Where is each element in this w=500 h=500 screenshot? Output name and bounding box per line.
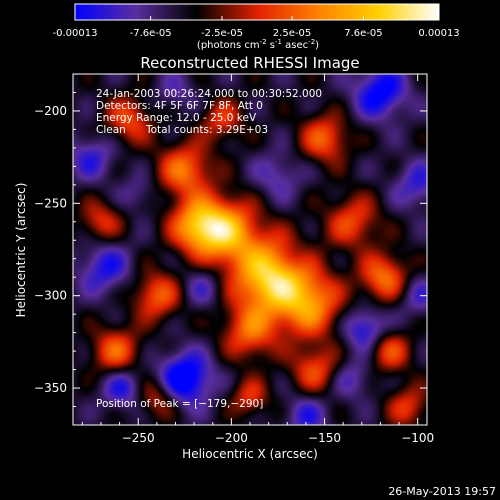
- colorbar-tick-label: -0.00013: [53, 28, 98, 39]
- y-axis-label: Heliocentric Y (arcsec): [14, 183, 28, 318]
- colorbar-tick-label: 7.6e-05: [344, 28, 382, 39]
- colorbar-tick-label: 2.5e-05: [273, 28, 311, 39]
- y-tick-label: −300: [34, 289, 67, 303]
- heatmap-image: [73, 74, 427, 425]
- colorbar-tick-label: 0.00013: [418, 28, 459, 39]
- y-tick-label: −350: [34, 381, 67, 395]
- y-tick-label: −250: [34, 196, 67, 210]
- colorbar: [75, 4, 439, 20]
- chart-title: Reconstructed RHESSI Image: [140, 54, 359, 72]
- footer-date: 26-May-2013 19:57: [388, 485, 496, 498]
- colorbar-tick-label: -2.5e-05: [201, 28, 243, 39]
- x-axis-label: Heliocentric X (arcsec): [182, 447, 318, 461]
- colorbar-units: (photons cm-2 s-1 asec-2): [197, 38, 319, 51]
- heatmap-area: [73, 74, 427, 425]
- y-tick-label: −200: [34, 104, 67, 118]
- colorbar-tick-label: -7.6e-05: [130, 28, 172, 39]
- annotation-counts: Total counts: 3.29E+03: [145, 124, 268, 136]
- annotation-time: 24-Jan-2003 00:26:24.000 to 00:30:52.000: [96, 88, 322, 100]
- x-tick-label: −150: [308, 431, 341, 445]
- x-tick-label: −200: [215, 431, 248, 445]
- annotation-block: 24-Jan-2003 00:26:24.000 to 00:30:52.000…: [96, 88, 322, 136]
- colorbar-ticks: -0.00013 -7.6e-05 -2.5e-05 2.5e-05 7.6e-05 0.…: [53, 16, 460, 39]
- annotation-detectors: Detectors: 4F 5F 6F 7F 8F, Att 0: [96, 100, 263, 112]
- colorbar-frame: [74, 3, 440, 21]
- annotation-energy: Energy Range: 12.0 - 25.0 keV: [96, 112, 257, 124]
- annotation-peak: Position of Peak = [−179,−290]: [96, 398, 263, 410]
- annotation-clean: Clean: [96, 124, 126, 136]
- x-tick-label: −100: [401, 431, 434, 445]
- x-tick-label: −250: [122, 431, 155, 445]
- axis-ticks: −250 −200 −150 −100 −200 −250 −300 −350: [34, 73, 434, 445]
